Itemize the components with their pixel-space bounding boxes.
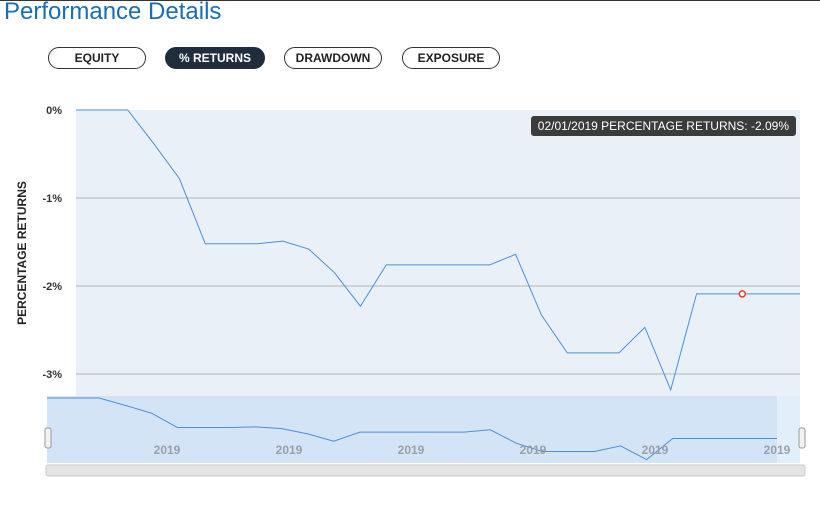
y-tick-label: 0% xyxy=(46,105,62,117)
navigator-scrollbar[interactable] xyxy=(45,464,806,477)
returns-series-line xyxy=(76,109,800,392)
navigator-left-handle[interactable] xyxy=(44,427,52,449)
navigator-tick-label: 2019 xyxy=(276,443,303,457)
navigator-tick-label: 2019 xyxy=(398,443,425,457)
navigator-tick-label: 2019 xyxy=(154,443,181,457)
tab-returns[interactable]: % RETURNS xyxy=(165,47,265,69)
navigator-series-line xyxy=(47,397,777,461)
highlight-point-marker xyxy=(738,290,747,298)
y-tick-label: -1% xyxy=(42,193,62,205)
y-tick-label: -2% xyxy=(42,281,62,293)
navigator-tick-label: 2019 xyxy=(520,443,547,457)
tab-exposure[interactable]: EXPOSURE xyxy=(402,47,500,69)
navigator-right-handle[interactable] xyxy=(798,427,806,449)
y-tick-label: -3% xyxy=(42,369,62,381)
page-title: Performance Details xyxy=(4,0,222,25)
navigator-tick-label: 2019 xyxy=(642,443,669,457)
chart-tooltip: 02/01/2019 PERCENTAGE RETURNS: -2.09% xyxy=(530,116,796,136)
plot-background xyxy=(76,110,800,396)
navigator-tick-label: 2019 xyxy=(764,443,791,457)
top-border xyxy=(0,0,820,1)
tab-equity[interactable]: EQUITY xyxy=(48,47,146,69)
tab-drawdown[interactable]: DRAWDOWN xyxy=(284,47,382,69)
navigator-selected-range[interactable] xyxy=(47,396,777,463)
